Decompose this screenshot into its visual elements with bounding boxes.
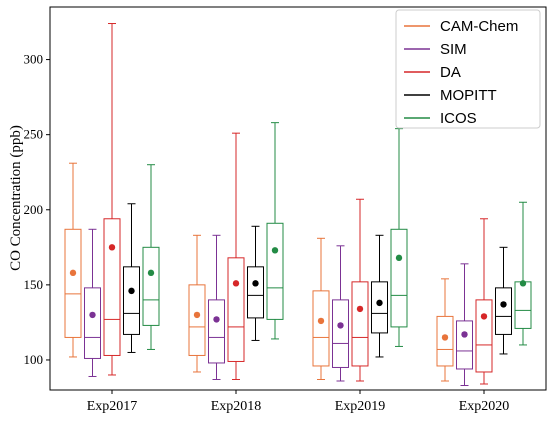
- mean-marker: [337, 322, 344, 329]
- mean-marker: [271, 247, 279, 254]
- box-icos: [514, 201, 532, 346]
- mean-marker: [193, 311, 201, 319]
- mean-marker: [89, 311, 96, 319]
- box-iqr: [103, 218, 121, 356]
- mean-marker: [108, 244, 116, 251]
- box-iqr: [227, 257, 245, 362]
- legend-label: ICOS: [440, 110, 477, 127]
- x-axis-ticks: Exp2017 Exp2018 Exp2019 Exp2020: [87, 390, 510, 414]
- box-iqr: [475, 299, 493, 373]
- mean-marker: [252, 280, 259, 287]
- mean-marker: [317, 317, 325, 325]
- box-sim: [456, 263, 473, 386]
- x-tick-label: Exp2019: [335, 399, 386, 414]
- mean-marker: [147, 269, 155, 277]
- box-iqr: [64, 228, 82, 338]
- mean-marker: [441, 334, 449, 341]
- box-da: [227, 132, 245, 380]
- box-icos: [266, 122, 284, 340]
- legend-label: SIM: [440, 41, 467, 58]
- y-tick-label: 250: [24, 127, 44, 142]
- mean-marker: [480, 313, 488, 320]
- box-iqr: [123, 266, 140, 335]
- mean-marker: [69, 269, 77, 277]
- box-iqr: [247, 266, 264, 319]
- y-axis-label: CO Concentration (ppb): [8, 125, 24, 271]
- box-iqr: [266, 222, 284, 320]
- box-iqr: [514, 281, 532, 329]
- box-iqr: [456, 320, 473, 370]
- box-cam-chem: [188, 234, 206, 373]
- box-da: [103, 23, 121, 376]
- box-cam-chem: [312, 237, 330, 380]
- box-iqr: [436, 315, 454, 367]
- box-iqr: [208, 299, 225, 364]
- box-sim: [208, 234, 225, 380]
- box-iqr: [188, 284, 206, 356]
- box-icos: [390, 128, 408, 347]
- mean-marker: [461, 331, 468, 338]
- box-iqr: [495, 287, 512, 335]
- legend: CAM-Chem SIM DA MOPITT ICOS: [395, 9, 541, 129]
- box-mopitt: [371, 234, 388, 358]
- box-mopitt: [247, 225, 264, 341]
- box-iqr: [312, 290, 330, 367]
- y-axis-ticks: 100 150 200 250 300: [24, 52, 50, 367]
- mean-marker: [500, 301, 507, 308]
- box-mopitt: [123, 203, 140, 353]
- box-iqr: [371, 281, 388, 334]
- box-sim: [84, 228, 101, 377]
- y-tick-label: 150: [24, 277, 44, 292]
- legend-frame: [395, 9, 541, 129]
- mean-marker: [376, 299, 383, 307]
- y-tick-label: 100: [24, 352, 44, 367]
- legend-label: CAM-Chem: [440, 18, 518, 35]
- box-cam-chem: [436, 278, 454, 382]
- mean-marker: [232, 280, 240, 287]
- box-icos: [142, 164, 160, 350]
- mean-marker: [356, 305, 364, 313]
- box-iqr: [332, 299, 349, 368]
- box-iqr: [142, 246, 160, 326]
- legend-label: DA: [440, 64, 461, 81]
- plot-frame: [49, 6, 547, 391]
- x-tick-label: Exp2020: [459, 399, 510, 414]
- x-tick-label: Exp2018: [211, 399, 262, 414]
- mean-marker: [519, 280, 527, 287]
- box-cam-chem: [64, 162, 82, 358]
- box-iqr: [84, 287, 101, 359]
- box-series-group: [64, 23, 532, 386]
- box-da: [475, 218, 493, 385]
- y-tick-label: 300: [24, 52, 44, 67]
- mean-marker: [395, 254, 403, 262]
- box-iqr: [351, 281, 369, 367]
- box-iqr: [390, 228, 408, 328]
- box-da: [351, 198, 369, 382]
- legend-label: MOPITT: [440, 87, 497, 104]
- box-mopitt: [495, 246, 512, 355]
- mean-marker: [128, 287, 135, 295]
- mean-marker: [213, 316, 220, 323]
- box-sim: [332, 245, 349, 382]
- y-tick-label: 200: [24, 202, 44, 217]
- x-tick-label: Exp2017: [87, 399, 138, 414]
